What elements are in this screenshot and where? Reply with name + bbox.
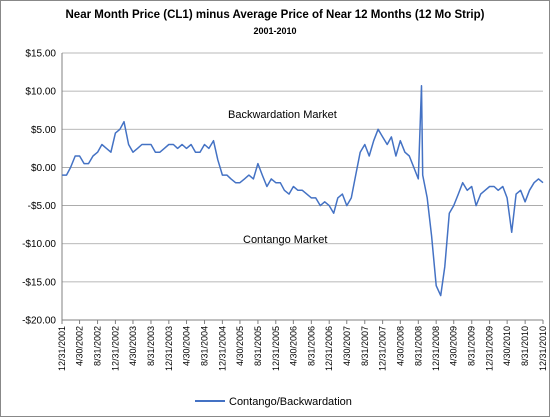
x-tick-label: 8/31/2009 xyxy=(467,326,477,366)
chart-title: Near Month Price (CL1) minus Average Pri… xyxy=(66,9,485,21)
x-tick-label: 12/31/2007 xyxy=(378,326,388,371)
x-tick-label: 8/31/2002 xyxy=(93,326,103,366)
x-tick-label: 4/30/2005 xyxy=(235,326,245,366)
annotation: Backwardation Market xyxy=(228,109,337,121)
x-tick-label: 12/31/2003 xyxy=(164,326,174,371)
x-tick-label: 12/31/2004 xyxy=(217,326,227,371)
x-tick-label: 12/31/2008 xyxy=(431,326,441,371)
y-tick-label: $0.00 xyxy=(31,163,56,174)
x-tick-label: 8/31/2008 xyxy=(413,326,423,366)
x-tick-label: 8/31/2006 xyxy=(306,326,316,366)
x-tick-label: 12/31/2002 xyxy=(110,326,120,371)
x-tick-label: 4/30/2003 xyxy=(128,326,138,366)
y-tick-label: $10.00 xyxy=(25,87,56,98)
x-tick-label: 8/31/2004 xyxy=(200,326,210,366)
x-tick-label: 8/31/2010 xyxy=(520,326,530,366)
x-tick-label: 4/30/2009 xyxy=(449,326,459,366)
chart-subtitle: 2001-2010 xyxy=(253,26,296,36)
y-tick-label: -$10.00 xyxy=(22,239,56,250)
y-tick-label: -$20.00 xyxy=(22,316,56,327)
legend-label: Contango/Backwardation xyxy=(229,396,352,408)
x-tick-label: 8/31/2003 xyxy=(146,326,156,366)
y-tick-label: $5.00 xyxy=(31,125,56,136)
y-tick-label: $15.00 xyxy=(25,49,56,60)
x-tick-label: 12/31/2009 xyxy=(485,326,495,371)
x-tick-label: 4/30/2010 xyxy=(502,326,512,366)
x-tick-label: 4/30/2006 xyxy=(288,326,298,366)
x-tick-label: 8/31/2007 xyxy=(360,326,370,366)
x-tick-label: 12/31/2006 xyxy=(324,326,334,371)
x-tick-label: 8/31/2005 xyxy=(253,326,263,366)
annotation: Contango Market xyxy=(243,234,327,246)
y-tick-label: -$5.00 xyxy=(28,201,57,212)
x-tick-label: 4/30/2002 xyxy=(75,326,85,366)
data-line xyxy=(62,85,544,297)
x-tick-label: 4/30/2008 xyxy=(395,326,405,366)
x-tick-label: 12/31/2005 xyxy=(271,326,281,371)
x-tick-label: 4/30/2007 xyxy=(342,326,352,366)
x-tick-label: 12/31/2010 xyxy=(538,326,548,371)
x-tick-label: 12/31/2001 xyxy=(57,326,67,371)
y-tick-label: -$15.00 xyxy=(22,277,56,288)
x-tick-label: 4/30/2004 xyxy=(182,326,192,366)
